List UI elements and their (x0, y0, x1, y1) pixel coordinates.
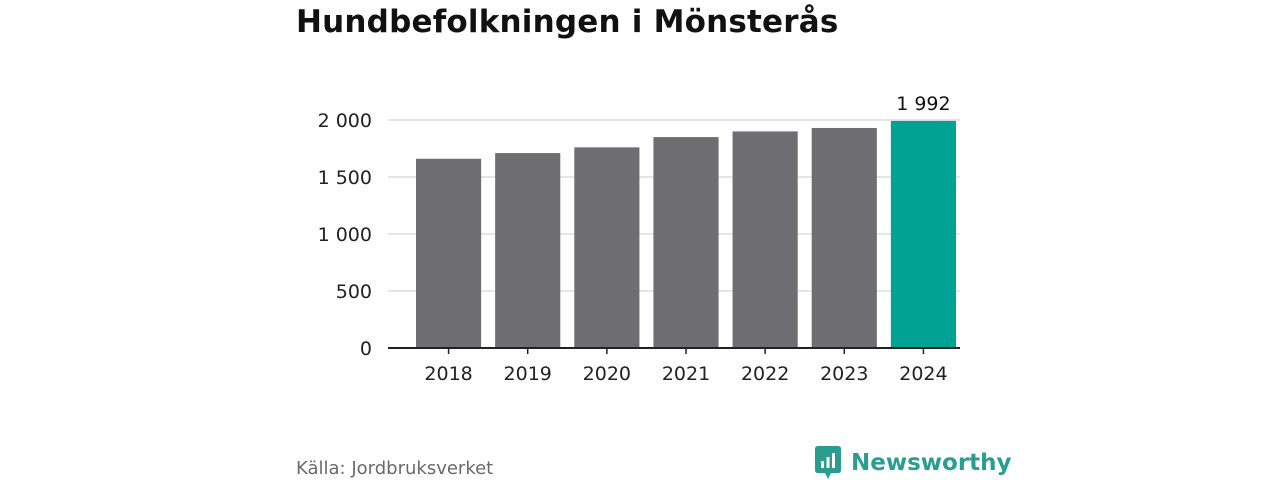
x-axis-ticks: 2018 2019 2020 2021 2022 2023 2024 (388, 347, 960, 385)
data-labels: 1 992 (896, 93, 950, 115)
bars (416, 120, 956, 348)
bar-2020 (574, 147, 640, 348)
bar-2018 (416, 158, 482, 348)
x-tick-label: 2021 (662, 363, 710, 385)
x-tick-label: 2020 (583, 363, 631, 385)
x-tick-label: 2022 (741, 363, 789, 385)
source-note: Källa: Jordbruksverket (296, 458, 494, 479)
x-tick-label: 2023 (820, 363, 868, 385)
bar-2021 (653, 137, 719, 348)
bar-2023 (811, 127, 877, 348)
data-label-2024: 1 992 (896, 93, 950, 115)
bar-chart: 0 500 1 000 1 500 2 000 2018 2019 2020 2021 2022… (318, 93, 960, 385)
bar-2022 (732, 131, 798, 348)
x-tick-label: 2024 (899, 363, 947, 385)
x-tick-label: 2018 (424, 363, 472, 385)
brand-name: Newsworthy (851, 450, 1012, 476)
y-tick-label: 1 000 (318, 224, 372, 246)
newsworthy-logo-icon (815, 446, 841, 479)
y-tick-label: 0 (360, 338, 372, 360)
y-tick-label: 2 000 (318, 110, 372, 132)
chart-title: Hundbefolkningen i Mönsterås (296, 4, 839, 40)
x-tick-label: 2019 (504, 363, 552, 385)
bar-2024 (890, 120, 956, 348)
y-tick-label: 1 500 (318, 167, 372, 189)
y-axis-ticks: 0 500 1 000 1 500 2 000 (318, 110, 372, 360)
y-tick-label: 500 (336, 281, 372, 303)
bar-2019 (495, 153, 561, 348)
brand-logo: Newsworthy (815, 446, 1012, 480)
